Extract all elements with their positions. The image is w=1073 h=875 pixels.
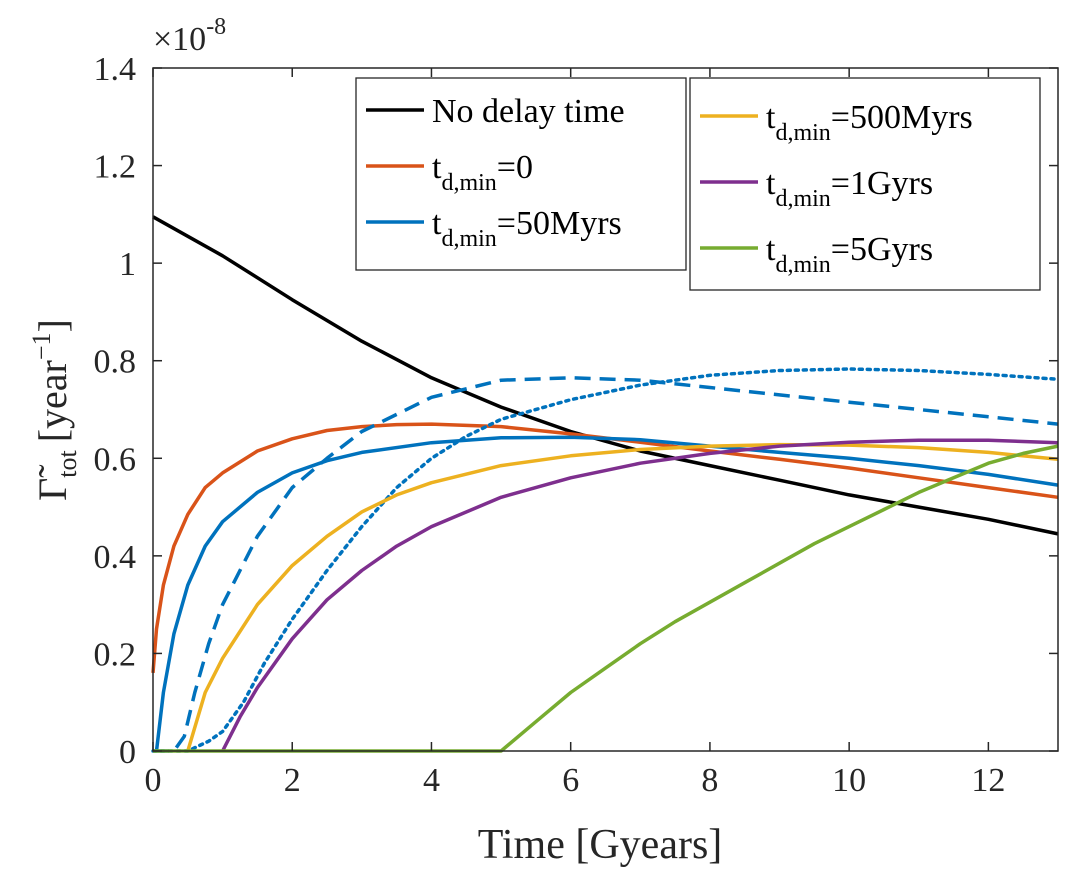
legend-right: td,min=500Myrs td,min=1Gyrs td,min=5Gyrs [689, 77, 1041, 291]
y-tick-label: 1.2 [94, 149, 137, 186]
legend-label: td,min=50Myrs [432, 205, 622, 252]
series-line-2 [154, 435, 1059, 752]
legend-right-items: td,min=500Myrs td,min=1Gyrs td,min=5Gyrs [700, 99, 973, 278]
y-tick-label: 0.2 [94, 636, 137, 673]
series-line-4 [151, 367, 1060, 753]
x-tick-label: 4 [423, 762, 440, 799]
series-line-3 [153, 376, 1059, 753]
axes-box [152, 67, 1059, 752]
x-axis-label: Time [Gyears] [478, 822, 723, 868]
x-tick-label: 8 [701, 762, 718, 799]
x-tick-label: 10 [832, 762, 866, 799]
y-tick-label: 0 [119, 734, 136, 771]
y-tick-label: 1.4 [94, 51, 137, 88]
series-line-7 [153, 444, 1059, 753]
y-tick-label: 0.8 [94, 344, 137, 381]
legend-left: No delay time td,min=0 td,min=50Myrs [355, 77, 687, 271]
legend-label: td,min=5Gyrs [766, 231, 933, 278]
series-line-5 [186, 442, 1059, 752]
y-axis-label: Γ̃tot[year−1] [27, 319, 82, 501]
y-tick-label: 1 [119, 246, 136, 283]
series-line-6 [221, 438, 1059, 752]
y-scale-factor: ×10-8 [153, 14, 226, 58]
tick-layer: 0 2 4 6 8 10 12 0 0.2 0.4 0.6 0.8 1 1.2 1.4 [94, 51, 1058, 799]
series-line-1 [151, 422, 1059, 674]
legend-label: td,min=500Myrs [766, 99, 973, 146]
y-tick-label: 0.4 [94, 539, 137, 576]
y-tick-label: 0.6 [94, 441, 137, 478]
x-tick-label: 6 [562, 762, 579, 799]
legend-label: td,min=1Gyrs [766, 165, 933, 212]
series-layer [151, 215, 1060, 753]
legend-right-box [689, 77, 1041, 291]
x-tick-label: 12 [971, 762, 1005, 799]
series-line-0 [152, 215, 1059, 536]
legend-left-items: No delay time td,min=0 td,min=50Myrs [366, 93, 625, 252]
legend-label: td,min=0 [432, 149, 533, 196]
x-tick-label: 2 [284, 762, 301, 799]
legend-label: No delay time [432, 93, 625, 130]
x-tick-label: 0 [145, 762, 162, 799]
